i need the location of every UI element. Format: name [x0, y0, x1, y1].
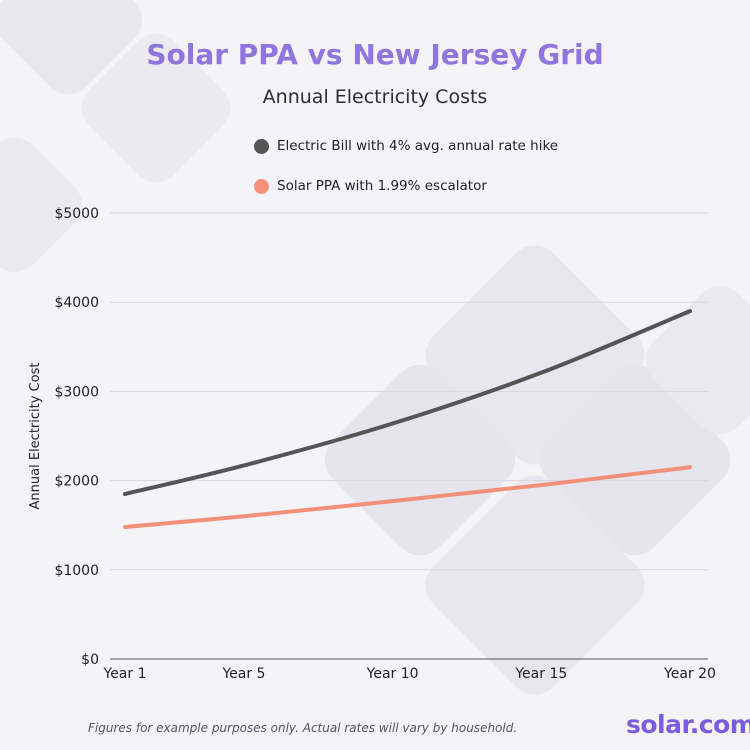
series-line-electric-bill: [123, 309, 692, 496]
x-tick-label: Year 1: [103, 666, 147, 682]
x-tick-label: Year 10: [366, 666, 419, 682]
x-tick-label: Year 5: [221, 666, 265, 682]
legend-item-electric: Electric Bill with 4% avg. annual rate h…: [254, 138, 558, 154]
y-tick-label: $4000: [54, 295, 99, 311]
legend-label-solar: Solar PPA with 1.99% escalator: [277, 178, 487, 194]
y-tick-label: $3000: [54, 384, 99, 400]
legend-swatch-solar: [254, 178, 269, 194]
legend-swatch-electric: [254, 138, 269, 154]
y-axis-label: Annual Electricity Cost: [28, 363, 43, 510]
legend-item-solar: Solar PPA with 1.99% escalator: [254, 178, 487, 194]
chart-subtitle: Annual Electricity Costs: [262, 86, 488, 108]
x-tick-label: Year 15: [514, 666, 567, 682]
x-tick-label: Year 20: [663, 666, 716, 682]
series-line-solar-ppa: [123, 465, 692, 529]
legend-label-electric: Electric Bill with 4% avg. annual rate h…: [277, 138, 559, 154]
y-tick-label: $2000: [54, 474, 99, 490]
y-tick-label: $5000: [54, 206, 99, 222]
y-tick-label: $0: [81, 652, 99, 668]
brand-logo: solar.com: [626, 710, 750, 739]
chart-title: Solar PPA vs New Jersey Grid: [146, 38, 604, 71]
y-tick-label: $1000: [54, 563, 99, 579]
footnote: Figures for example purposes only. Actua…: [88, 721, 518, 735]
